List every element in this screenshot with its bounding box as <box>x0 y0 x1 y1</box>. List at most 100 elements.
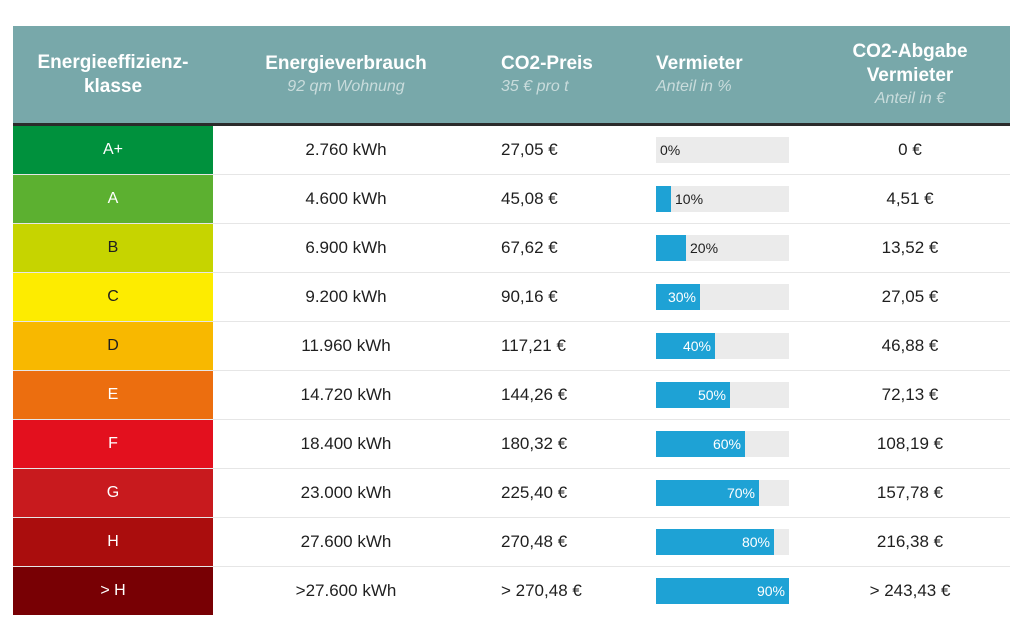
table-row: D 11.960 kWh 117,21 € 40% 46,88 € <box>13 322 1010 371</box>
share-bar-track: 50% <box>656 382 789 408</box>
landlord-share-cell: 30% <box>634 284 810 310</box>
table-header: Energieeffizienz- klasse Energieverbrauc… <box>13 26 1010 126</box>
share-bar-track: 0% <box>656 137 789 163</box>
energy-class-cell: A <box>13 175 213 223</box>
table-row: E 14.720 kWh 144,26 € 50% 72,13 € <box>13 371 1010 420</box>
header-landlord-levy: CO2-Abgabe Vermieter Anteil in € <box>810 40 1010 110</box>
table-row: F 18.400 kWh 180,32 € 60% 108,19 € <box>13 420 1010 469</box>
table-row: A 4.600 kWh 45,08 € 10% 4,51 € <box>13 175 1010 224</box>
share-bar-track: 80% <box>656 529 789 555</box>
landlord-share-cell: 10% <box>634 186 810 212</box>
consumption-cell: 9.200 kWh <box>305 287 387 306</box>
landlord-levy-cell: 0 € <box>898 140 922 159</box>
share-bar-track: 20% <box>656 235 789 261</box>
landlord-share-cell: 50% <box>634 382 810 408</box>
header-energy-class-label: Energieeffizienz- klasse <box>37 51 189 97</box>
landlord-levy-cell: 13,52 € <box>881 238 939 257</box>
consumption-cell: >27.600 kWh <box>295 581 397 600</box>
co2-cost-table: Energieeffizienz- klasse Energieverbrauc… <box>13 26 1010 615</box>
co2-price-cell: 270,48 € <box>501 532 568 551</box>
energy-class-cell: B <box>13 224 213 272</box>
share-bar-track: 40% <box>656 333 789 359</box>
share-bar-track: 30% <box>656 284 789 310</box>
share-bar-label: 30% <box>667 289 696 305</box>
energy-class-cell: > H <box>13 567 213 615</box>
landlord-share-cell: 20% <box>634 235 810 261</box>
header-consumption-title: Energieverbrauch <box>265 52 427 74</box>
landlord-share-cell: 80% <box>634 529 810 555</box>
header-energy-class: Energieeffizienz- klasse <box>13 51 213 99</box>
co2-price-cell: 45,08 € <box>501 189 558 208</box>
header-consumption: Energieverbrauch 92 qm Wohnung <box>213 52 479 98</box>
consumption-cell: 4.600 kWh <box>305 189 387 208</box>
co2-price-cell: 90,16 € <box>501 287 558 306</box>
landlord-share-cell: 70% <box>634 480 810 506</box>
consumption-cell: 27.600 kWh <box>300 532 392 551</box>
share-bar-label: 40% <box>682 338 711 354</box>
landlord-share-cell: 60% <box>634 431 810 457</box>
share-bar <box>656 382 730 408</box>
table-row: > H >27.600 kWh > 270,48 € 90% > 243,43 € <box>13 567 1010 615</box>
header-co2-price-sub: 35 € pro t <box>501 77 569 95</box>
energy-class-cell: A+ <box>13 126 213 174</box>
header-co2-price-title: CO2-Preis <box>501 52 593 74</box>
share-bar <box>656 529 774 555</box>
energy-class-cell: C <box>13 273 213 321</box>
landlord-share-cell: 90% <box>634 578 810 604</box>
share-bar-track: 60% <box>656 431 789 457</box>
table-body: A+ 2.760 kWh 27,05 € 0% 0 € A 4.600 kWh 45,08 €… <box>13 126 1010 615</box>
share-bar-label: 0% <box>660 142 681 158</box>
share-bar <box>656 186 671 212</box>
share-bar-label: 60% <box>712 436 741 452</box>
table-row: A+ 2.760 kWh 27,05 € 0% 0 € <box>13 126 1010 175</box>
co2-price-cell: 225,40 € <box>501 483 568 502</box>
energy-class-cell: D <box>13 322 213 370</box>
header-landlord-share-title: Vermieter <box>656 52 743 74</box>
share-bar-label: 90% <box>756 583 785 599</box>
share-bar-track: 10% <box>656 186 789 212</box>
landlord-levy-cell: 72,13 € <box>881 385 939 404</box>
header-co2-price: CO2-Preis 35 € pro t <box>479 52 634 98</box>
header-landlord-levy-title: CO2-Abgabe Vermieter <box>852 40 968 86</box>
landlord-levy-cell: 157,78 € <box>876 483 944 502</box>
energy-class-cell: E <box>13 371 213 419</box>
consumption-cell: 18.400 kWh <box>300 434 392 453</box>
share-bar-track: 90% <box>656 578 789 604</box>
energy-class-cell: F <box>13 420 213 468</box>
share-bar <box>656 431 745 457</box>
energy-class-cell: G <box>13 469 213 517</box>
header-landlord-share: Vermieter Anteil in % <box>634 52 810 98</box>
share-bar-label: 80% <box>741 534 770 550</box>
landlord-levy-cell: > 243,43 € <box>869 581 951 600</box>
share-bar-label: 70% <box>726 485 755 501</box>
share-bar-label: 50% <box>697 387 726 403</box>
landlord-levy-cell: 216,38 € <box>876 532 944 551</box>
table-row: H 27.600 kWh 270,48 € 80% 216,38 € <box>13 518 1010 567</box>
co2-price-cell: 144,26 € <box>501 385 568 404</box>
share-bar <box>656 284 700 310</box>
consumption-cell: 14.720 kWh <box>300 385 392 404</box>
co2-price-cell: 117,21 € <box>501 336 566 355</box>
co2-price-cell: 180,32 € <box>501 434 568 453</box>
header-landlord-levy-sub: Anteil in € <box>874 89 946 107</box>
header-consumption-sub: 92 qm Wohnung <box>287 77 405 95</box>
share-bar <box>656 333 715 359</box>
header-landlord-share-sub: Anteil in % <box>656 77 732 95</box>
landlord-levy-cell: 4,51 € <box>886 189 934 208</box>
energy-class-cell: H <box>13 518 213 566</box>
co2-price-cell: > 270,48 € <box>501 581 582 600</box>
landlord-levy-cell: 46,88 € <box>881 336 939 355</box>
table-row: G 23.000 kWh 225,40 € 70% 157,78 € <box>13 469 1010 518</box>
co2-price-cell: 27,05 € <box>501 140 558 159</box>
share-bar-track: 70% <box>656 480 789 506</box>
landlord-share-cell: 0% <box>634 137 810 163</box>
table-row: B 6.900 kWh 67,62 € 20% 13,52 € <box>13 224 1010 273</box>
table-row: C 9.200 kWh 90,16 € 30% 27,05 € <box>13 273 1010 322</box>
consumption-cell: 23.000 kWh <box>300 483 392 502</box>
share-bar-label: 20% <box>690 240 719 256</box>
share-bar <box>656 235 686 261</box>
consumption-cell: 11.960 kWh <box>301 336 391 355</box>
share-bar-label: 10% <box>675 191 704 207</box>
share-bar <box>656 480 759 506</box>
landlord-share-cell: 40% <box>634 333 810 359</box>
